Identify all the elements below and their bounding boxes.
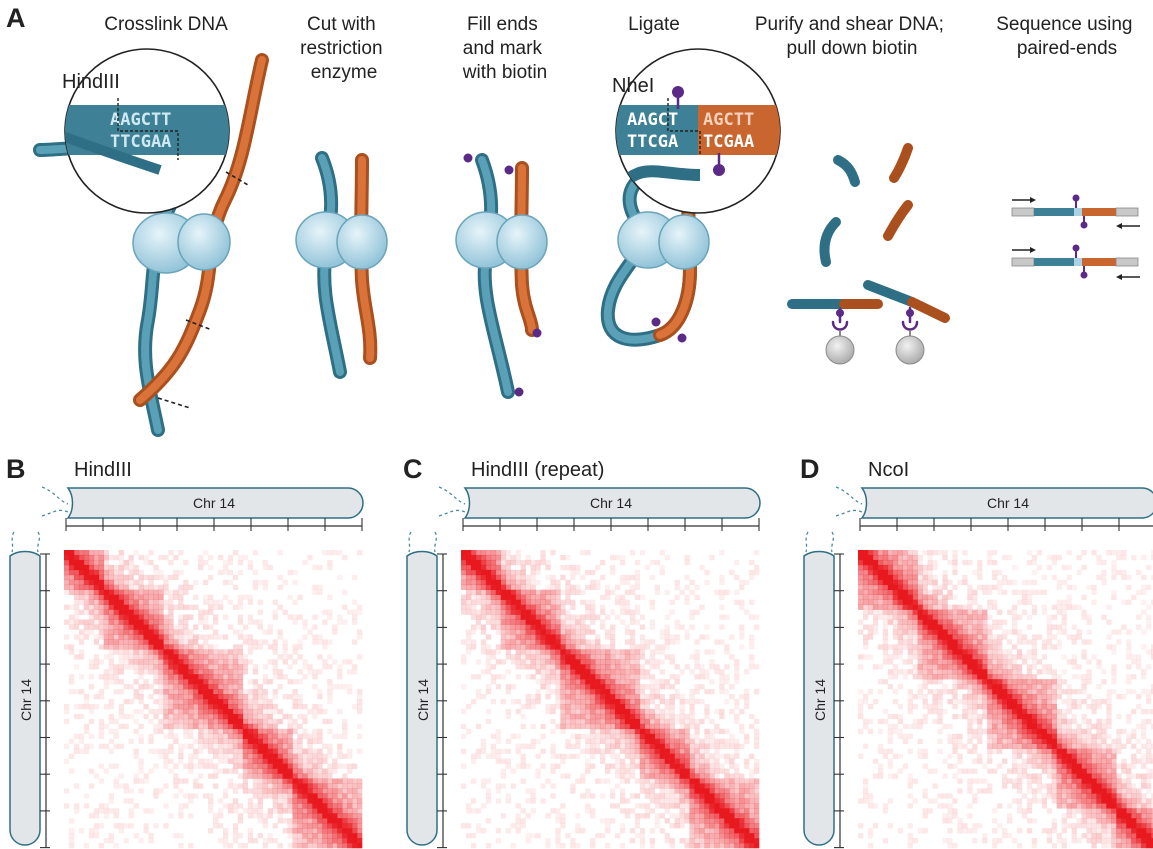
hindiii-label: HindIII xyxy=(62,71,120,93)
step-title-cut: Cut with restriction enzyme xyxy=(300,14,388,83)
heatmap-title: NcoI xyxy=(868,459,909,481)
chromosome-horizontal xyxy=(860,487,1153,519)
chromosome-horizontal xyxy=(66,487,364,519)
panel-letter: C xyxy=(403,454,423,484)
panel-letter: D xyxy=(800,454,820,484)
chr-label-horizontal: Chr 14 xyxy=(590,495,632,511)
heatmap-title: HindIII (repeat) xyxy=(471,459,604,481)
hind-seq-bottom: TTCGAA xyxy=(110,132,171,152)
nhe-right-bottom: TCGAA xyxy=(703,132,754,152)
chr-label-vertical: Chr 14 xyxy=(415,679,431,721)
chr-label-vertical: Chr 14 xyxy=(812,679,828,721)
nhe-left-top: AAGCT xyxy=(627,110,678,130)
heatmap-panel-2: C HindIII (repeat) Chr 14 Chr 14 xyxy=(403,454,761,849)
panel-letter-a: A xyxy=(6,3,26,33)
chromosome-vertical xyxy=(406,550,438,846)
step6-sequence-illustration xyxy=(1011,194,1140,280)
chr-label-vertical: Chr 14 xyxy=(18,679,34,721)
chromosome-horizontal xyxy=(463,487,761,519)
heatmap-panels: B HindIII Chr 14 Chr 14 C HindIII (repeat) Chr… xyxy=(6,454,1153,849)
step-title-purify: Purify and shear DNA; pull down biotin xyxy=(755,14,949,59)
chr-label-horizontal: Chr 14 xyxy=(987,495,1029,511)
step5-purify-illustration xyxy=(787,143,950,339)
step-title-ligate: Ligate xyxy=(628,14,680,35)
nhe-right-top: AGCTT xyxy=(703,110,754,130)
panel-letter: B xyxy=(6,454,26,484)
contact-matrix xyxy=(64,550,363,849)
step1-crosslink-illustration: AAGCTT TTCGAA HindIII xyxy=(33,48,269,437)
step3-fill-illustration xyxy=(455,153,548,399)
contact-matrix xyxy=(858,550,1153,849)
hind-seq-top: AAGCTT xyxy=(110,110,171,130)
heatmap-title: HindIII xyxy=(74,459,132,481)
chr-label-horizontal: Chr 14 xyxy=(193,495,235,511)
step-title-crosslink: Crosslink DNA xyxy=(104,14,228,35)
step2-cut-illustration xyxy=(295,151,388,379)
heatmap-panel-1: B HindIII Chr 14 Chr 14 xyxy=(6,454,364,849)
chromosome-vertical xyxy=(9,550,41,846)
contact-matrix xyxy=(461,550,760,849)
nhe-left-bottom: TTCGA xyxy=(627,132,678,152)
step-title-sequence: Sequence using paired-ends xyxy=(996,14,1138,59)
nhei-label: NheI xyxy=(612,75,654,97)
step-title-fill: Fill ends and mark with biotin xyxy=(462,14,548,83)
heatmap-panel-3: D NcoI Chr 14 Chr 14 xyxy=(800,454,1153,849)
chromosome-vertical xyxy=(803,550,835,846)
step4-ligate-illustration: AAGCT TTCGA AGCTT TCGAA NheI xyxy=(600,48,781,347)
